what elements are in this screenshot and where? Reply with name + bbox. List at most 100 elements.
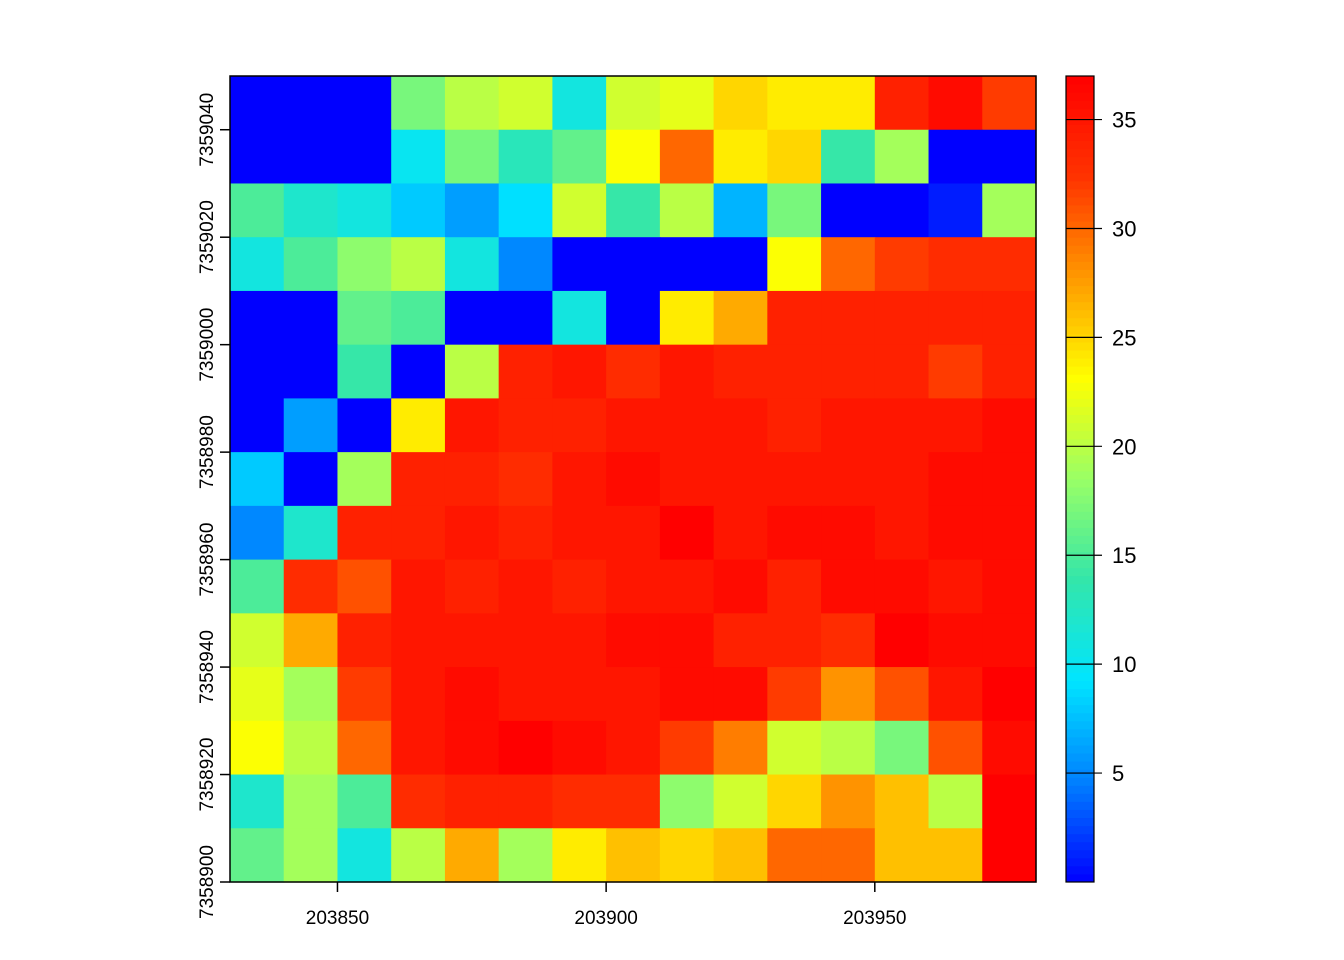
heatmap-cell-r8-c12	[874, 505, 930, 561]
heatmap-cell-r3-c3	[391, 237, 446, 292]
colorbar-band	[1066, 382, 1094, 391]
heatmap-cell-r2-c5	[498, 183, 553, 238]
heatmap-cell-r5-c7	[606, 344, 661, 399]
colorbar-band	[1066, 728, 1094, 738]
heatmap-cell-r4-c11	[821, 290, 876, 346]
heatmap-cell-r12-c12	[874, 720, 930, 776]
colorbar-band	[1066, 761, 1094, 770]
colorbar-band	[1066, 736, 1094, 746]
heatmap-cells	[230, 76, 1037, 883]
y-tick-label: 7359040	[197, 93, 218, 167]
heatmap-cell-r4-c0	[230, 290, 285, 346]
colorbar-band	[1066, 583, 1094, 593]
colorbar-tick-label: 35	[1112, 108, 1136, 133]
heatmap-cell-r7-c8	[659, 452, 715, 507]
heatmap-cell-r10-c1	[283, 613, 339, 668]
y-tick-label: 7358940	[197, 630, 218, 704]
heatmap-cell-r11-c8	[659, 667, 715, 722]
heatmap-cell-r8-c14	[982, 505, 1037, 561]
heatmap-cell-r14-c6	[552, 828, 607, 883]
colorbar-band	[1066, 108, 1094, 117]
heatmap-cell-r2-c9	[713, 183, 768, 238]
colorbar-band	[1066, 317, 1094, 327]
heatmap-cell-r12-c9	[713, 720, 768, 776]
colorbar-band	[1066, 664, 1094, 673]
heatmap-cell-r0-c8	[659, 76, 715, 131]
colorbar-band	[1066, 92, 1094, 101]
heatmap-cell-r14-c13	[928, 828, 983, 883]
colorbar-band	[1066, 833, 1094, 843]
colorbar-band	[1066, 873, 1094, 883]
heatmap-cell-r5-c8	[659, 344, 715, 399]
heatmap-cell-r1-c0	[230, 129, 285, 185]
colorbar-tick-label: 30	[1112, 216, 1136, 241]
heatmap-cell-r6-c1	[283, 398, 339, 453]
colorbar-band	[1066, 616, 1094, 625]
heatmap-cell-r14-c4	[444, 828, 500, 883]
heatmap-cell-r12-c7	[606, 720, 661, 776]
heatmap-cell-r0-c11	[821, 76, 876, 131]
heatmap-cell-r8-c4	[444, 505, 500, 561]
colorbar-band	[1066, 341, 1094, 351]
colorbar-band	[1066, 462, 1094, 472]
colorbar-band	[1066, 374, 1094, 383]
heatmap-cell-r9-c6	[552, 559, 607, 614]
y-tick-label: 7358980	[197, 415, 218, 489]
colorbar-band	[1066, 817, 1094, 827]
heatmap-cell-r4-c7	[606, 290, 661, 346]
heatmap-cell-r1-c11	[821, 129, 876, 185]
heatmap-cell-r0-c6	[552, 76, 607, 131]
colorbar-band	[1066, 333, 1094, 343]
heatmap-cell-r12-c13	[928, 720, 983, 776]
heatmap-cell-r4-c6	[552, 290, 607, 346]
heatmap-cell-r6-c2	[337, 398, 392, 453]
heatmap-cell-r12-c4	[444, 720, 500, 776]
heatmap-cell-r3-c1	[283, 237, 339, 292]
x-tick-label: 203950	[843, 908, 906, 929]
heatmap-cell-r1-c14	[982, 129, 1037, 185]
colorbar-band	[1066, 753, 1094, 762]
colorbar-band	[1066, 213, 1094, 222]
heatmap-cell-r5-c13	[928, 344, 983, 399]
heatmap-cell-r3-c10	[767, 237, 822, 292]
heatmap-cell-r7-c5	[498, 452, 553, 507]
heatmap-cell-r4-c13	[928, 290, 983, 346]
heatmap-cell-r9-c2	[337, 559, 392, 614]
heatmap-cell-r13-c9	[713, 774, 768, 829]
colorbar-band	[1066, 785, 1094, 794]
heatmap-cell-r9-c3	[391, 559, 446, 614]
colorbar-band	[1066, 366, 1094, 375]
heatmap-cell-r1-c3	[391, 129, 446, 185]
heatmap-cell-r7-c0	[230, 452, 285, 507]
heatmap-cell-r9-c4	[444, 559, 500, 614]
heatmap-cell-r6-c13	[928, 398, 983, 453]
colorbar-band	[1066, 124, 1094, 133]
heatmap-cell-r9-c10	[767, 559, 822, 614]
heatmap-cell-r13-c0	[230, 774, 285, 829]
heatmap-cell-r11-c11	[821, 667, 876, 722]
heatmap-cell-r14-c3	[391, 828, 446, 883]
colorbar-tick-label: 25	[1112, 325, 1136, 350]
colorbar-band	[1066, 414, 1094, 424]
y-tick-label: 7358900	[197, 845, 218, 919]
heatmap-cell-r3-c6	[552, 237, 607, 292]
heatmap-cell-r1-c8	[659, 129, 715, 185]
heatmap-cell-r6-c6	[552, 398, 607, 453]
heatmap-cell-r10-c13	[928, 613, 983, 668]
colorbar-band	[1066, 495, 1094, 504]
heatmap-cell-r13-c4	[444, 774, 500, 829]
colorbar-band	[1066, 865, 1094, 875]
heatmap-cell-r1-c2	[337, 129, 392, 185]
colorbar-band	[1066, 591, 1094, 601]
heatmap-cell-r14-c8	[659, 828, 715, 883]
heatmap-cell-r10-c4	[444, 613, 500, 668]
heatmap-cell-r6-c0	[230, 398, 285, 453]
colorbar-band	[1066, 390, 1094, 399]
heatmap-cell-r0-c10	[767, 76, 822, 131]
heatmap-cell-r7-c14	[982, 452, 1037, 507]
colorbar-band	[1066, 245, 1094, 254]
heatmap-cell-r9-c14	[982, 559, 1037, 614]
colorbar-band	[1066, 269, 1094, 278]
heatmap-cell-r4-c5	[498, 290, 553, 346]
heatmap-cell-r4-c3	[391, 290, 446, 346]
